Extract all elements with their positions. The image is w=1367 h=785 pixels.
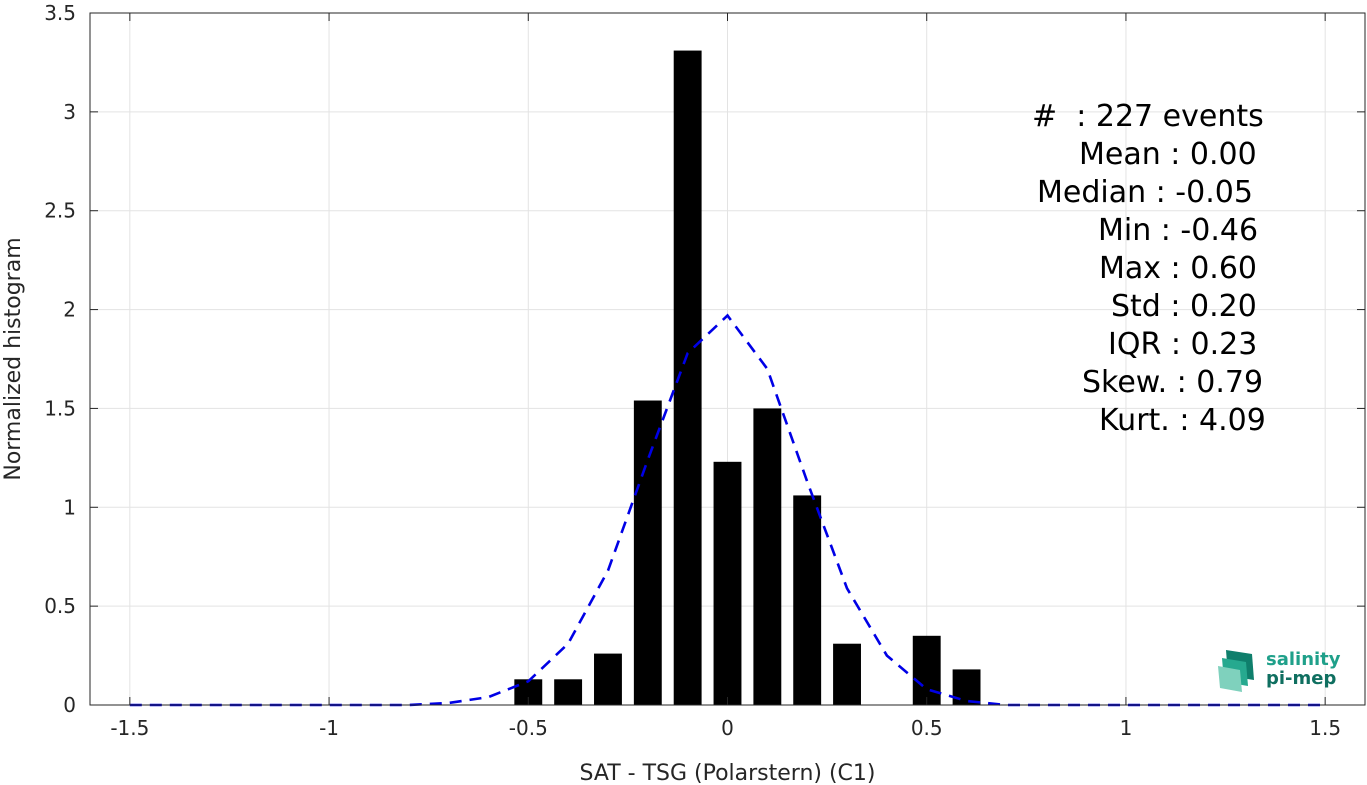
x-tick-label: -1.5 [110, 716, 149, 740]
histogram-bar [793, 495, 822, 705]
histogram-bar [554, 679, 583, 705]
x-tick-label: 0.5 [911, 716, 943, 740]
histogram-bar [713, 461, 742, 705]
x-tick-label: 0 [721, 716, 734, 740]
histogram-bar [753, 408, 782, 705]
y-tick-label: 0 [63, 693, 76, 717]
grid [90, 12, 1365, 706]
normal-fit-curve [129, 313, 1326, 707]
wave-logo-icon [1218, 650, 1254, 692]
logo-text-pimep: pi-mep [1266, 668, 1337, 689]
bars [514, 50, 981, 705]
x-tick-label: -1 [319, 716, 339, 740]
histogram-bar [633, 400, 662, 705]
axis-ticks: -1.5 -1 -0.5 0 0.5 1 1.5 0 0.5 1 1.5 2 2.5 3 3.5 [44, 1, 1365, 740]
x-tick-label: -0.5 [509, 716, 548, 740]
stat-events: # : 227 events [1032, 99, 1264, 134]
salinity-pimep-logo: salinity pi-mep [1216, 646, 1346, 694]
y-tick-label: 1 [63, 495, 76, 519]
y-tick-label: 3 [63, 100, 76, 124]
histogram-bar [952, 669, 981, 705]
y-axis-label: Normalized histogram [1, 237, 26, 480]
stat-std: Std : 0.20 [1111, 289, 1257, 324]
stat-min: Min : -0.46 [1098, 213, 1259, 248]
stat-kurt: Kurt. : 4.09 [1099, 403, 1266, 438]
histogram-bar [833, 643, 861, 705]
y-tick-label: 2 [63, 298, 76, 322]
histogram-bar [912, 635, 941, 705]
y-tick-label: 0.5 [44, 594, 76, 618]
histogram-bar [594, 653, 622, 705]
stat-iqr: IQR : 0.23 [1108, 327, 1258, 362]
x-tick-label: 1.5 [1309, 716, 1341, 740]
stat-skew: Skew. : 0.79 [1082, 365, 1264, 400]
stat-median: Median : -0.05 [1037, 175, 1253, 210]
stat-mean: Mean : 0.00 [1079, 137, 1257, 172]
y-tick-label: 1.5 [44, 396, 76, 420]
stat-max: Max : 0.60 [1099, 251, 1257, 286]
x-axis-label: SAT - TSG (Polarstern) (C1) [579, 761, 875, 785]
y-tick-label: 3.5 [44, 1, 76, 25]
x-tick-label: 1 [1120, 716, 1133, 740]
logo-text-salinity: salinity [1266, 649, 1341, 670]
y-tick-label: 2.5 [44, 199, 76, 223]
